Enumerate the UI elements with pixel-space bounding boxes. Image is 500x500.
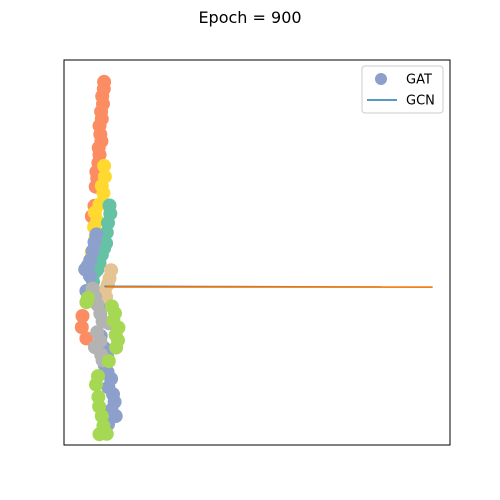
legend-label-gcn: GCN xyxy=(406,94,435,109)
gat-point-c1-0 xyxy=(97,158,112,173)
gat-point-c0-18 xyxy=(74,320,89,335)
axes-frame xyxy=(63,59,451,446)
gat-point-c3-6 xyxy=(82,269,97,283)
plot-area xyxy=(74,74,433,442)
legend-marker-gat xyxy=(375,73,387,85)
gat-point-c0-17 xyxy=(75,309,90,323)
legend: GAT GCN xyxy=(361,65,444,114)
gat-point-c6-17 xyxy=(92,427,107,442)
gat-point-c2-3 xyxy=(99,225,114,240)
gat-point-c1-3 xyxy=(96,186,111,201)
gat-point-c6-8 xyxy=(109,340,124,355)
chart-title: Epoch = 900 xyxy=(198,8,301,27)
gat-point-c6-11 xyxy=(89,377,103,392)
legend-label-gat: GAT xyxy=(406,73,432,88)
gat-point-c0-19 xyxy=(79,331,94,346)
gat-point-c6-1 xyxy=(79,295,94,310)
gat-point-c6-9 xyxy=(101,354,116,369)
